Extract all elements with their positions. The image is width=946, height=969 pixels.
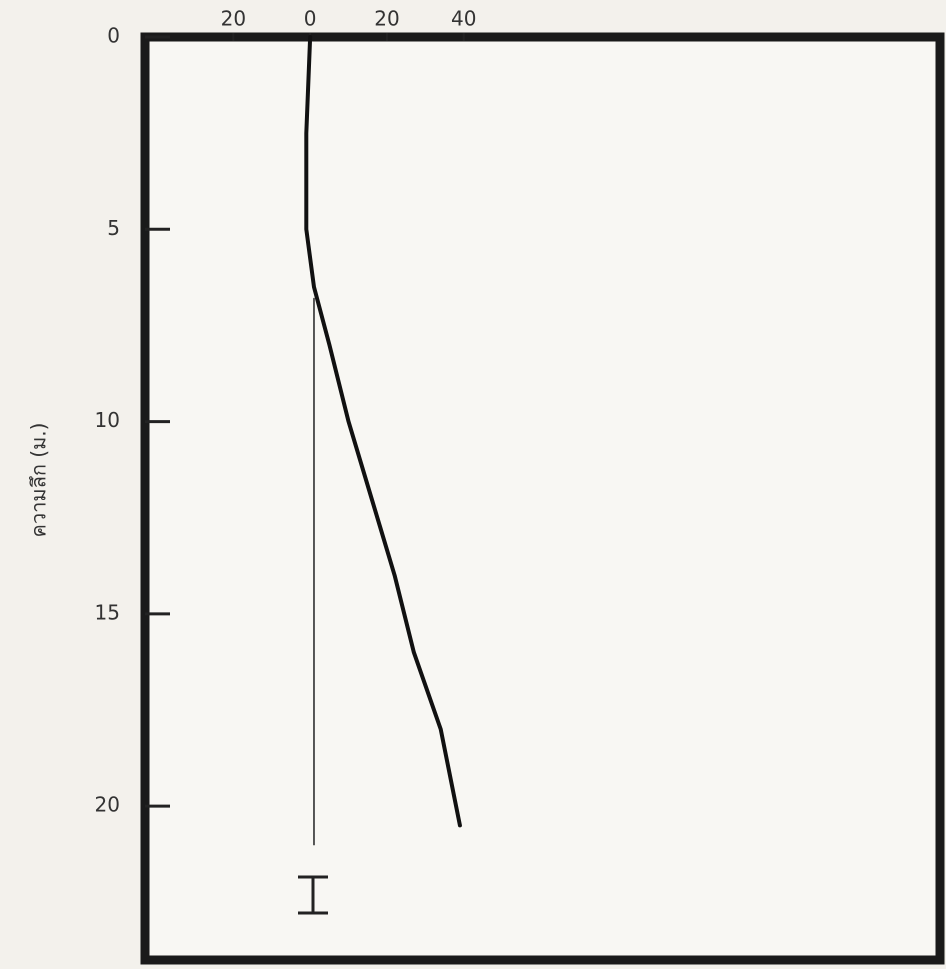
x-tick-label: 0	[304, 7, 317, 31]
x-tick-label: 20	[374, 7, 399, 31]
frame	[145, 37, 940, 960]
y-tick-label: 20	[95, 793, 120, 817]
x-tick-label: 20	[221, 7, 246, 31]
y-axis-label: ความลึก (ม.)	[27, 423, 51, 538]
chart: ความลึก (ม.) 0 5 10 15 20 20 0 20 40	[0, 0, 946, 969]
y-tick-label: 0	[107, 24, 120, 48]
y-tick-label: 10	[95, 408, 120, 432]
y-tick-label: 15	[95, 600, 120, 624]
x-tick-label: 40	[451, 7, 476, 31]
y-tick-label: 5	[107, 216, 120, 240]
